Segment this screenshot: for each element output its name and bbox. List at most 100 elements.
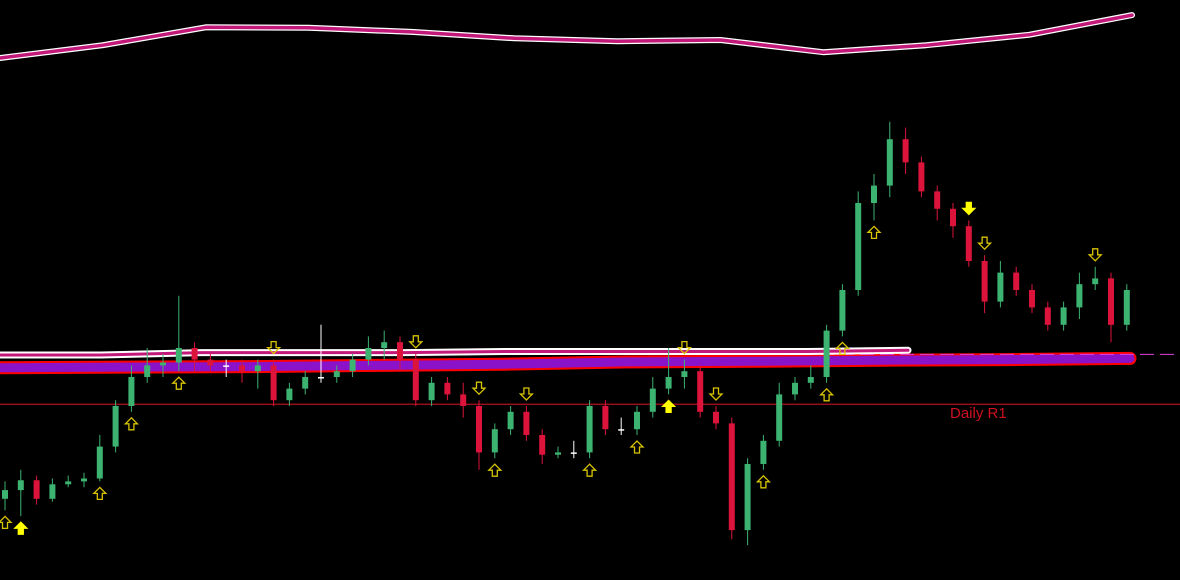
candle-body bbox=[144, 365, 151, 377]
candle-body bbox=[349, 359, 356, 372]
candle bbox=[191, 342, 198, 372]
candle-body bbox=[2, 490, 8, 499]
candle bbox=[239, 359, 245, 383]
signal-arrow-down-icon bbox=[676, 340, 692, 355]
candle-body bbox=[586, 406, 593, 453]
candle bbox=[428, 377, 435, 406]
candle bbox=[713, 406, 719, 430]
upper-envelope-outline bbox=[0, 12, 1135, 61]
candle-body bbox=[65, 481, 72, 485]
candle bbox=[1076, 272, 1083, 319]
candle-body bbox=[239, 365, 245, 372]
signal-arrow-up-icon bbox=[123, 416, 139, 431]
candle bbox=[460, 382, 467, 418]
candle-body bbox=[96, 446, 103, 479]
candle bbox=[1108, 272, 1114, 343]
candle bbox=[871, 174, 877, 221]
candle-body bbox=[318, 377, 324, 379]
candle-body bbox=[33, 480, 40, 499]
signal-arrow-up-icon bbox=[582, 463, 598, 477]
candle bbox=[681, 359, 688, 389]
candle-body bbox=[792, 382, 798, 395]
candle-body bbox=[365, 348, 372, 360]
candle-body bbox=[1092, 278, 1099, 285]
signal-arrow-up-icon bbox=[92, 486, 108, 501]
candle bbox=[918, 156, 925, 198]
candle bbox=[2, 481, 8, 511]
candle-body bbox=[444, 382, 451, 395]
candle-body bbox=[918, 162, 925, 192]
candle bbox=[81, 472, 87, 488]
candle bbox=[286, 382, 293, 406]
signal-arrow-down-icon bbox=[1087, 248, 1103, 262]
candle-body bbox=[302, 377, 309, 389]
candle bbox=[33, 475, 40, 505]
candle bbox=[349, 353, 356, 377]
candle-body bbox=[175, 348, 182, 363]
candle bbox=[1029, 284, 1035, 314]
candle bbox=[618, 417, 625, 435]
signal-arrow-up-icon bbox=[629, 440, 645, 454]
candle-body bbox=[491, 429, 498, 453]
candle bbox=[728, 417, 735, 540]
candle-body bbox=[49, 484, 56, 499]
candle bbox=[207, 353, 214, 372]
candle-body bbox=[744, 464, 751, 531]
candle-body bbox=[950, 208, 956, 227]
candle bbox=[649, 377, 656, 418]
signal-arrow-up-icon bbox=[866, 225, 882, 240]
candle bbox=[254, 359, 261, 389]
signal-arrow-up-icon bbox=[661, 399, 677, 414]
candle-body bbox=[965, 226, 972, 261]
candle bbox=[823, 324, 830, 383]
pivot-label-daily-r1: Daily R1 bbox=[950, 405, 1007, 422]
band-line bbox=[0, 353, 1135, 373]
candle bbox=[1013, 266, 1020, 296]
signal-arrow-up-icon bbox=[755, 474, 771, 489]
candle bbox=[333, 365, 340, 383]
candle bbox=[855, 191, 862, 296]
candle-body bbox=[412, 359, 419, 401]
candle bbox=[444, 377, 451, 401]
candle bbox=[412, 353, 419, 406]
candle-body bbox=[981, 261, 988, 302]
candle-body bbox=[997, 272, 1004, 302]
candle bbox=[1044, 301, 1051, 331]
candle-body bbox=[128, 377, 135, 406]
candle-body bbox=[160, 362, 166, 366]
signal-arrow-down-icon bbox=[471, 381, 487, 396]
candle-body bbox=[934, 191, 941, 209]
candle-body bbox=[381, 342, 388, 348]
candle-body bbox=[697, 371, 704, 412]
middle-envelope-line bbox=[0, 348, 910, 357]
candle-body bbox=[476, 406, 482, 453]
candle bbox=[365, 336, 372, 366]
candle bbox=[476, 400, 482, 470]
candle-body bbox=[17, 480, 24, 491]
candle-body bbox=[760, 440, 767, 464]
candle-body bbox=[871, 185, 877, 203]
candle bbox=[17, 469, 24, 517]
candle bbox=[1092, 266, 1099, 290]
candle bbox=[602, 400, 609, 435]
signal-arrow-down-icon bbox=[408, 335, 424, 349]
candle bbox=[175, 295, 182, 372]
candle-body bbox=[1013, 272, 1020, 290]
candle-body bbox=[1029, 290, 1035, 308]
candle-body bbox=[1076, 284, 1083, 308]
candle bbox=[96, 435, 103, 482]
candle-body bbox=[270, 365, 277, 401]
candle bbox=[744, 458, 751, 546]
signal-arrow-down-icon bbox=[518, 387, 534, 401]
candle bbox=[665, 348, 672, 395]
signal-arrow-down-icon bbox=[708, 387, 724, 401]
signal-arrow-up-icon bbox=[819, 387, 835, 402]
candle-body bbox=[428, 382, 435, 401]
candle bbox=[634, 406, 640, 435]
candle bbox=[570, 440, 577, 459]
candle-body bbox=[460, 394, 467, 406]
candle-body bbox=[507, 411, 514, 430]
candle-body bbox=[223, 365, 230, 367]
